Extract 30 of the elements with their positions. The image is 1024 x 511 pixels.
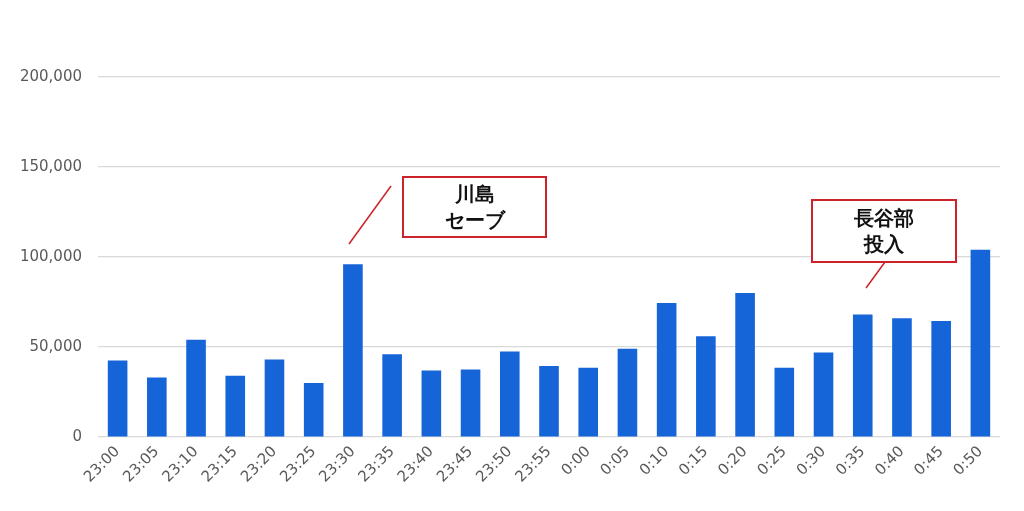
bar <box>225 375 246 437</box>
bar <box>107 360 128 437</box>
bar <box>970 249 991 437</box>
bar <box>617 348 638 437</box>
bar <box>539 365 559 437</box>
bar <box>656 302 677 437</box>
bar <box>735 293 755 437</box>
bar <box>264 359 285 437</box>
bar <box>852 314 873 437</box>
bar <box>343 264 363 437</box>
bar <box>774 367 795 437</box>
annotation: 川島セーブ <box>443 181 507 233</box>
y-tick-label: 100,000 <box>19 246 82 265</box>
bar <box>303 383 324 437</box>
bar <box>460 369 481 437</box>
y-tick-label: 50,000 <box>29 336 82 355</box>
bar <box>578 367 599 437</box>
y-tick-label: 0 <box>72 426 82 445</box>
bar <box>421 370 442 437</box>
bar <box>813 352 834 437</box>
bar <box>186 339 206 437</box>
bar <box>892 318 912 437</box>
bar <box>696 336 716 437</box>
bar <box>931 320 951 437</box>
bar <box>499 351 520 437</box>
bar <box>147 377 167 437</box>
annotation: 長谷部投入 <box>853 205 915 257</box>
y-tick-label: 150,000 <box>19 156 82 175</box>
bar <box>382 354 402 437</box>
y-tick-label: 200,000 <box>19 66 82 85</box>
